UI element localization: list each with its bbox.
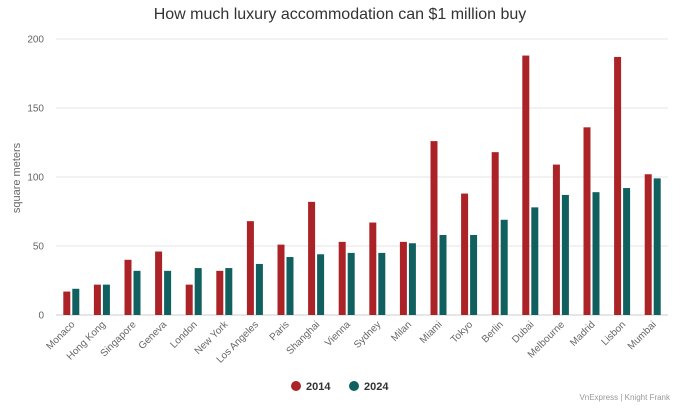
- bar-2014-vienna[interactable]: [338, 241, 346, 315]
- bar-2014-los-angeles[interactable]: [246, 221, 254, 315]
- bar-2014-sydney[interactable]: [369, 222, 377, 315]
- x-tick-label: Paris: [268, 319, 292, 343]
- bar-2024-madrid[interactable]: [592, 192, 600, 315]
- bar-2014-tokyo[interactable]: [461, 193, 469, 315]
- bar-2024-london[interactable]: [194, 268, 202, 315]
- y-axis-label: square meters: [11, 142, 23, 213]
- y-axis-ticks: 0 50 100 150 200: [27, 35, 44, 322]
- bar-2024-geneva[interactable]: [164, 270, 172, 315]
- bar-2024-paris[interactable]: [286, 257, 294, 315]
- bar-2024-miami[interactable]: [439, 234, 447, 315]
- chart-title: How much luxury accommodation can $1 mil…: [153, 6, 527, 23]
- bar-2024-los-angeles[interactable]: [255, 263, 263, 315]
- bar-2024-milan[interactable]: [408, 243, 416, 315]
- legend-item-2014[interactable]: 2014: [291, 381, 331, 393]
- bar-2014-melbourne[interactable]: [552, 164, 560, 315]
- legend-item-2024[interactable]: 2024: [349, 381, 389, 393]
- bar-2014-monaco[interactable]: [63, 291, 71, 315]
- y-tick-label: 0: [38, 311, 44, 322]
- bar-2014-shanghai[interactable]: [308, 201, 316, 315]
- bar-2014-miami[interactable]: [430, 141, 438, 315]
- x-tick-label: Shanghai: [285, 319, 323, 357]
- bar-2014-milan[interactable]: [399, 241, 407, 315]
- bar-2014-paris[interactable]: [277, 244, 285, 315]
- bar-2024-singapore[interactable]: [133, 270, 141, 315]
- x-tick-label: Mumbai: [626, 319, 659, 352]
- x-tick-label: Geneva: [137, 319, 170, 352]
- bar-2014-mumbai[interactable]: [644, 174, 652, 315]
- bar-2024-dubai[interactable]: [531, 207, 539, 315]
- bar-2024-mumbai[interactable]: [653, 178, 661, 315]
- x-tick-label: Miami: [418, 319, 445, 346]
- bar-2024-sydney[interactable]: [378, 252, 386, 315]
- x-tick-label: Madrid: [568, 319, 597, 348]
- bar-2014-hong-kong[interactable]: [93, 284, 101, 315]
- y-tick-label: 100: [27, 173, 44, 184]
- bar-2024-shanghai[interactable]: [317, 254, 325, 315]
- legend-swatch: [349, 381, 359, 391]
- y-tick-label: 200: [27, 35, 44, 46]
- legend-label: 2024: [364, 381, 389, 393]
- bar-2014-berlin[interactable]: [491, 152, 499, 315]
- bar-2024-new-york[interactable]: [225, 268, 233, 315]
- x-tick-label: Berlin: [480, 319, 506, 345]
- x-tick-label: Sydney: [352, 319, 383, 350]
- bar-2014-madrid[interactable]: [583, 127, 591, 315]
- bar-2014-london[interactable]: [185, 284, 193, 315]
- x-tick-label: Tokyo: [449, 319, 476, 346]
- bar-2024-berlin[interactable]: [500, 219, 508, 315]
- bar-2024-tokyo[interactable]: [470, 234, 478, 315]
- bar-2024-melbourne[interactable]: [561, 194, 569, 315]
- bar-2014-geneva[interactable]: [155, 251, 163, 315]
- bar-2014-lisbon[interactable]: [614, 56, 622, 315]
- y-tick-label: 150: [27, 104, 44, 115]
- bar-2024-lisbon[interactable]: [623, 188, 631, 315]
- x-tick-label: Lisbon: [600, 319, 629, 348]
- y-tick-label: 50: [33, 242, 45, 253]
- bars: [63, 55, 661, 316]
- bar-2014-singapore[interactable]: [124, 259, 132, 315]
- gridlines: [56, 38, 668, 316]
- bar-2014-dubai[interactable]: [522, 55, 530, 316]
- legend-label: 2014: [306, 381, 331, 393]
- legend-swatch: [291, 381, 301, 391]
- x-tick-label: Vienna: [323, 319, 353, 349]
- bar-2024-vienna[interactable]: [347, 252, 355, 315]
- bar-2024-monaco[interactable]: [72, 288, 80, 315]
- bar-2024-hong-kong[interactable]: [102, 284, 110, 315]
- x-tick-label: Milan: [389, 319, 414, 344]
- legend[interactable]: 2014 2024: [291, 381, 389, 393]
- bar-2014-new-york[interactable]: [216, 270, 224, 315]
- x-tick-label: Dubai: [510, 319, 536, 345]
- source-credit: VnExpress | Knight Frank: [579, 393, 670, 402]
